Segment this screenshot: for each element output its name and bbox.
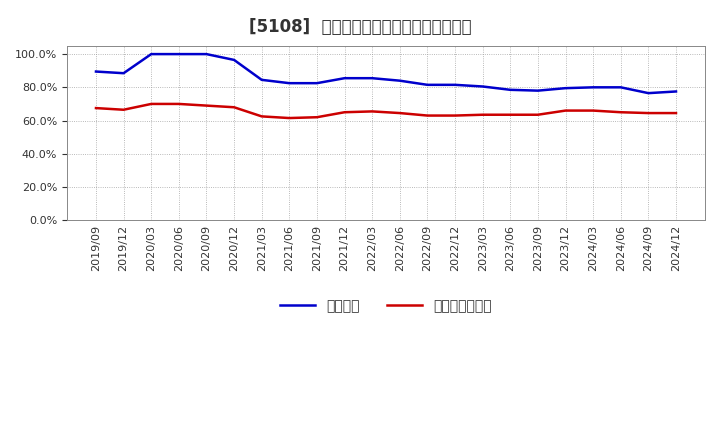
固定比率 — [589, 84, 598, 90]
固定長期適合率 — [644, 110, 653, 116]
Line: 固定比率: 固定比率 — [96, 54, 676, 93]
固定長期適合率 — [312, 114, 321, 120]
固定長期適合率 — [174, 101, 183, 106]
固定比率 — [534, 88, 542, 93]
固定比率 — [91, 69, 100, 74]
固定比率 — [395, 78, 404, 83]
固定比率 — [174, 51, 183, 57]
Line: 固定長期適合率: 固定長期適合率 — [96, 104, 676, 118]
固定比率 — [451, 82, 459, 88]
固定比率 — [230, 57, 238, 62]
固定長期適合率 — [506, 112, 515, 117]
固定長期適合率 — [395, 110, 404, 116]
固定長期適合率 — [230, 105, 238, 110]
固定長期適合率 — [341, 110, 349, 115]
固定長期適合率 — [257, 114, 266, 119]
固定長期適合率 — [589, 108, 598, 113]
固定比率 — [147, 51, 156, 57]
固定長期適合率 — [561, 108, 570, 113]
固定比率 — [644, 91, 653, 96]
固定比率 — [616, 84, 625, 90]
固定長期適合率 — [147, 101, 156, 106]
固定長期適合率 — [91, 106, 100, 111]
固定長期適合率 — [451, 113, 459, 118]
固定長期適合率 — [672, 110, 680, 116]
固定比率 — [120, 70, 128, 76]
固定比率 — [423, 82, 432, 88]
固定比率 — [561, 85, 570, 91]
固定長期適合率 — [368, 109, 377, 114]
固定長期適合率 — [616, 110, 625, 115]
固定長期適合率 — [202, 103, 211, 108]
固定比率 — [341, 76, 349, 81]
固定比率 — [285, 81, 294, 86]
固定比率 — [506, 87, 515, 92]
固定比率 — [312, 81, 321, 86]
固定比率 — [257, 77, 266, 82]
固定長期適合率 — [285, 115, 294, 121]
固定長期適合率 — [423, 113, 432, 118]
固定長期適合率 — [534, 112, 542, 117]
固定比率 — [672, 89, 680, 94]
固定長期適合率 — [120, 107, 128, 112]
固定比率 — [478, 84, 487, 89]
固定比率 — [368, 76, 377, 81]
固定長期適合率 — [478, 112, 487, 117]
Text: [5108]  固定比率、固定長期適合率の推移: [5108] 固定比率、固定長期適合率の推移 — [248, 18, 472, 36]
Legend: 固定比率, 固定長期適合率: 固定比率, 固定長期適合率 — [274, 293, 498, 319]
固定比率 — [202, 51, 211, 57]
